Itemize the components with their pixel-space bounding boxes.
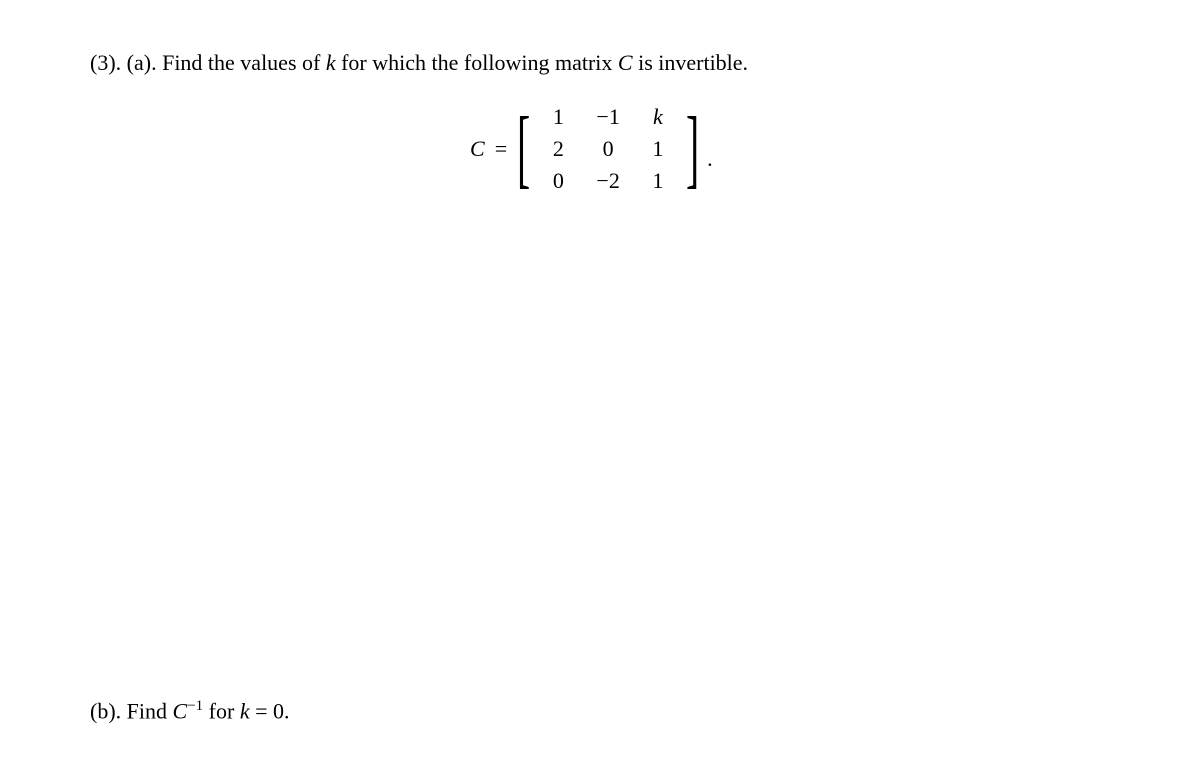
variable-k: k bbox=[326, 50, 336, 75]
matrix-cell: 0 bbox=[582, 133, 633, 165]
part-b-text-2: for bbox=[209, 698, 235, 723]
part-a-text-1: Find the values of bbox=[162, 50, 320, 75]
matrix-cell: −1 bbox=[582, 101, 633, 133]
right-bracket: ] bbox=[686, 109, 699, 188]
matrix-cell: 1 bbox=[634, 165, 682, 197]
part-a: (3). (a). Find the values of k for which… bbox=[90, 50, 1110, 76]
left-bracket: [ bbox=[517, 109, 530, 188]
equation-period: . bbox=[707, 146, 713, 172]
part-a-text-2: for which the following matrix bbox=[341, 50, 612, 75]
variable-k-b: k bbox=[240, 698, 250, 723]
part-a-label: (a). bbox=[127, 50, 157, 75]
part-b-text-1: Find bbox=[127, 698, 167, 723]
matrix-lhs: C bbox=[470, 136, 485, 162]
matrix-table: 1 −1 k 2 0 1 0 −2 1 bbox=[534, 101, 681, 197]
part-b: (b). Find C−1 for k = 0. bbox=[90, 698, 290, 724]
matrix: [ 1 −1 k 2 0 1 0 −2 1 ] bbox=[517, 101, 699, 197]
variable-c: C bbox=[618, 50, 633, 75]
part-a-text-3: is invertible. bbox=[638, 50, 748, 75]
problem-number: (3). bbox=[90, 50, 121, 75]
matrix-cell: 2 bbox=[534, 133, 582, 165]
matrix-cell: 0 bbox=[534, 165, 582, 197]
table-row: 0 −2 1 bbox=[534, 165, 681, 197]
matrix-cell: k bbox=[634, 101, 682, 133]
equals-sign: = bbox=[495, 136, 507, 162]
superscript-neg1: −1 bbox=[187, 698, 203, 714]
table-row: 2 0 1 bbox=[534, 133, 681, 165]
matrix-equation: C = [ 1 −1 k 2 0 1 0 −2 1 bbox=[470, 101, 1110, 197]
part-b-label: (b). bbox=[90, 698, 121, 723]
matrix-cell: −2 bbox=[582, 165, 633, 197]
part-b-text-3: = 0. bbox=[255, 698, 289, 723]
variable-c-inverse: C bbox=[173, 698, 188, 723]
matrix-cell: 1 bbox=[534, 101, 582, 133]
matrix-cell: 1 bbox=[634, 133, 682, 165]
table-row: 1 −1 k bbox=[534, 101, 681, 133]
